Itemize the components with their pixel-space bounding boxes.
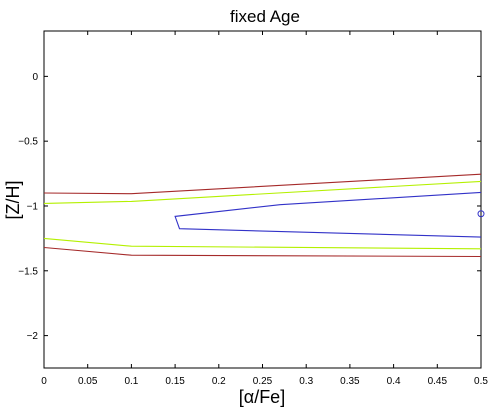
data-marker-0 xyxy=(477,210,485,218)
x-tick-label: 0.15 xyxy=(165,376,185,387)
y-tick-label: −2 xyxy=(27,331,39,342)
chart-title: fixed Age xyxy=(230,7,300,26)
x-axis-ticks: 0 0.05 0.1 0.15 0.2 0.25 0.3 0.35 0.4 0.45 0.5 xyxy=(41,31,488,387)
x-axis-title: [α/Fe] xyxy=(239,387,285,407)
series-lines xyxy=(43,173,482,258)
y-axis-ticks: 0 −0.5 −1 −1.5 −2 xyxy=(18,72,481,342)
y-tick-label: −1.5 xyxy=(18,266,38,277)
x-tick-label: 0.05 xyxy=(78,376,98,387)
x-tick-label: 0.5 xyxy=(474,376,488,387)
series-2-line-0 xyxy=(174,191,482,238)
x-tick-label: 0.1 xyxy=(124,376,138,387)
y-tick-label: −0.5 xyxy=(18,137,38,148)
x-tick-label: 0.45 xyxy=(428,376,448,387)
series-markers xyxy=(477,210,485,218)
x-tick-label: 0.35 xyxy=(340,376,360,387)
series-0-line-0 xyxy=(43,173,482,195)
y-axis-title: [Z/H] xyxy=(3,181,23,220)
series-0-line-1 xyxy=(43,246,482,258)
y-tick-label: −1 xyxy=(27,201,39,212)
x-tick-label: 0.3 xyxy=(299,376,313,387)
x-tick-label: 0.4 xyxy=(387,376,401,387)
y-tick-label: 0 xyxy=(32,72,38,83)
series-1-line-0 xyxy=(43,180,482,204)
series-1-line-1 xyxy=(43,237,482,250)
x-tick-label: 0 xyxy=(41,376,47,387)
x-tick-label: 0.2 xyxy=(212,376,226,387)
x-tick-label: 0.25 xyxy=(253,376,273,387)
plot-area xyxy=(43,30,482,369)
